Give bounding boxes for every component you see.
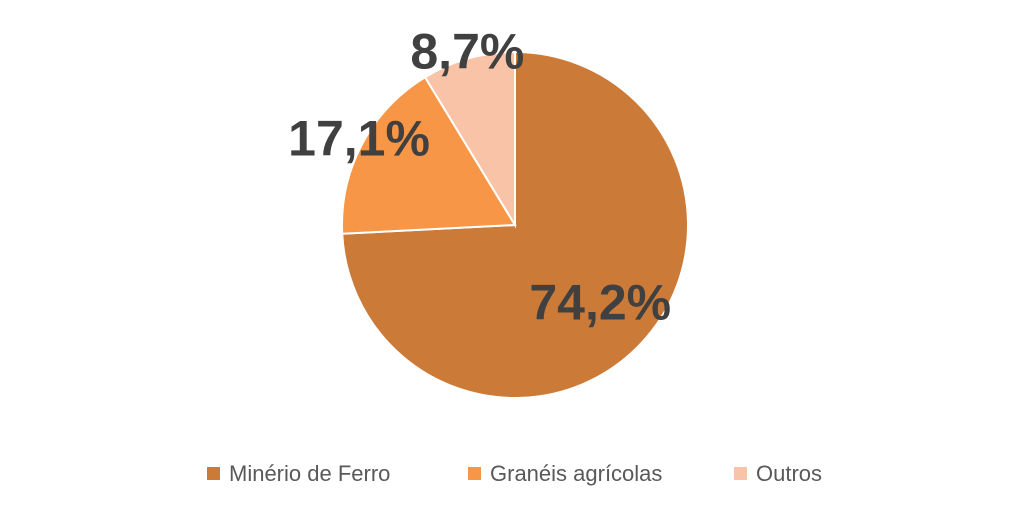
- value-label: 8,7%: [410, 23, 524, 79]
- legend-label: Outros: [756, 461, 822, 486]
- legend-swatch: [468, 467, 481, 480]
- legend-swatch: [734, 467, 747, 480]
- value-label: 17,1%: [288, 111, 430, 167]
- pie-slice: [341, 75, 517, 235]
- legend-label: Minério de Ferro: [229, 461, 390, 486]
- value-label: 74,2%: [529, 274, 671, 330]
- legend-swatch: [207, 467, 220, 480]
- pie-slice: [423, 50, 516, 229]
- legend-label: Granéis agrícolas: [490, 461, 662, 486]
